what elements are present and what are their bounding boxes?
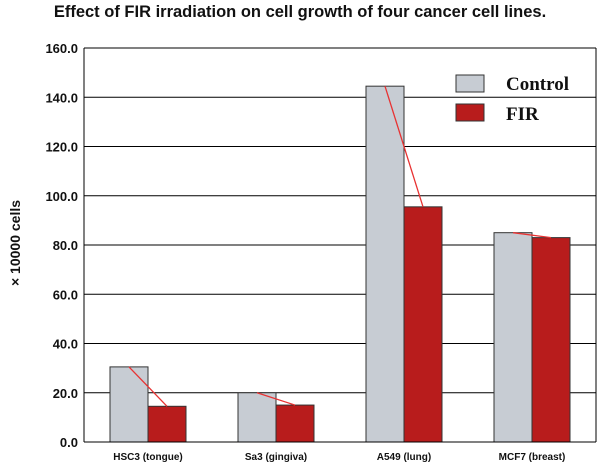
trend-lines <box>128 85 552 407</box>
x-category-label: MCF7 (breast) <box>499 452 566 463</box>
y-tick-label: 100.0 <box>45 189 78 204</box>
x-category-label: A549 (lung) <box>377 452 431 463</box>
trend-line <box>128 366 168 407</box>
x-category-labels: HSC3 (tongue) Sa3 (gingiva) A549 (lung) MCF… <box>113 452 565 463</box>
legend-label-fir: FIR <box>506 104 539 125</box>
x-category-label: HSC3 (tongue) <box>113 452 182 463</box>
legend-swatch-control <box>455 74 485 93</box>
y-tick-label: 160.0 <box>45 41 78 56</box>
x-category-label: Sa3 (gingiva) <box>245 452 307 463</box>
bars <box>109 85 571 443</box>
y-axis-label: × 10000 cells <box>7 200 23 286</box>
y-tick-labels: 0.0 20.0 40.0 60.0 80.0 100.0 120.0 140.0 160.0 <box>45 41 78 450</box>
bar-fir <box>147 405 187 443</box>
trend-line <box>384 85 424 208</box>
bar-fir <box>275 404 315 443</box>
bar-fir <box>403 206 443 443</box>
y-tick-label: 0.0 <box>60 435 78 450</box>
bar-control <box>493 232 533 443</box>
y-tick-label: 140.0 <box>45 90 78 105</box>
trend-line <box>256 392 296 406</box>
trend-line <box>512 232 552 239</box>
y-tick-label: 20.0 <box>53 386 78 401</box>
axes <box>83 48 597 443</box>
bar-control <box>109 366 149 443</box>
chart-title: Effect of FIR irradiation on cell growth… <box>53 3 547 21</box>
y-tick-label: 80.0 <box>53 238 78 253</box>
bar-control <box>237 392 277 443</box>
y-tick-label: 120.0 <box>45 140 78 155</box>
legend-label-control: Control <box>506 74 569 95</box>
legend: Control FIR <box>455 74 569 125</box>
y-tick-label: 40.0 <box>53 337 78 352</box>
legend-swatch-fir <box>455 103 485 122</box>
y-tick-label: 60.0 <box>53 287 78 302</box>
bar-control <box>365 85 405 443</box>
bar-fir <box>531 237 571 443</box>
